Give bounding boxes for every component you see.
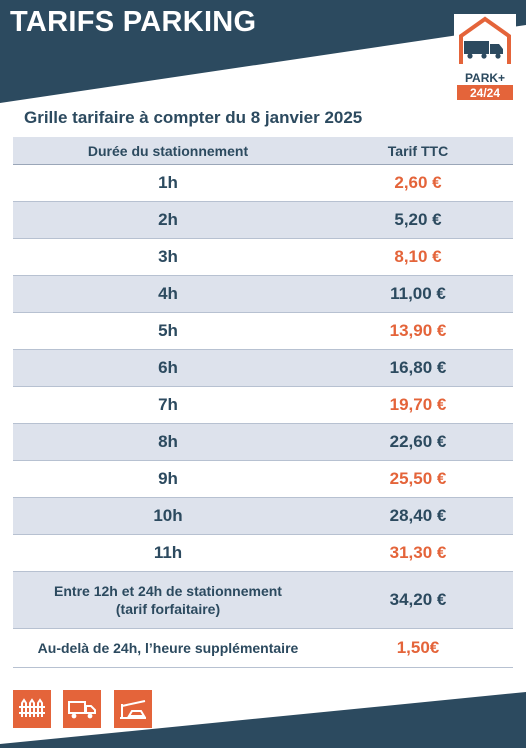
- duration-cell: 1h: [13, 164, 323, 202]
- table-row: 11h 31,30 €: [13, 534, 513, 572]
- forfait-duration-cell: Entre 12h et 24h de stationnement (tarif…: [13, 571, 323, 629]
- price-cell: 19,70 €: [323, 386, 513, 424]
- forfait-row: Entre 12h et 24h de stationnement (tarif…: [13, 571, 513, 629]
- price-cell: 31,30 €: [323, 534, 513, 572]
- table-row: 3h 8,10 €: [13, 238, 513, 276]
- table-header-row: Durée du stationnement Tarif TTC: [13, 137, 513, 165]
- price-cell: 5,20 €: [323, 201, 513, 239]
- fence-icon: [13, 690, 51, 728]
- duration-cell: 6h: [13, 349, 323, 387]
- extra-price-cell: 1,50€: [323, 628, 513, 668]
- duration-cell: 8h: [13, 423, 323, 461]
- table-row: 10h 28,40 €: [13, 497, 513, 535]
- table-row: 2h 5,20 €: [13, 201, 513, 239]
- logo-text-top: PARK+: [465, 71, 505, 85]
- duration-cell: 7h: [13, 386, 323, 424]
- tariff-table: Durée du stationnement Tarif TTC 1h 2,60…: [13, 137, 513, 668]
- duration-cell: 5h: [13, 312, 323, 350]
- park-logo: PARK+ 24/24: [454, 14, 516, 102]
- barrier-icon: [114, 690, 152, 728]
- duration-cell: 2h: [13, 201, 323, 239]
- logo-text-bottom: 24/24: [470, 86, 500, 100]
- page-title: TARIFS PARKING: [10, 6, 257, 38]
- table-row: 8h 22,60 €: [13, 423, 513, 461]
- extra-hour-row: Au-delà de 24h, l’heure supplémentaire 1…: [13, 628, 513, 668]
- price-cell: 13,90 €: [323, 312, 513, 350]
- price-cell: 11,00 €: [323, 275, 513, 313]
- duration-cell: 3h: [13, 238, 323, 276]
- duration-cell: 10h: [13, 497, 323, 535]
- duration-cell: 11h: [13, 534, 323, 572]
- price-cell: 28,40 €: [323, 497, 513, 535]
- table-row: 6h 16,80 €: [13, 349, 513, 387]
- duration-cell: 9h: [13, 460, 323, 498]
- table-row: 5h 13,90 €: [13, 312, 513, 350]
- price-column-header: Tarif TTC: [323, 137, 513, 165]
- table-row: 7h 19,70 €: [13, 386, 513, 424]
- price-cell: 16,80 €: [323, 349, 513, 387]
- price-cell: 22,60 €: [323, 423, 513, 461]
- table-row: 1h 2,60 €: [13, 164, 513, 202]
- table-row: 9h 25,50 €: [13, 460, 513, 498]
- truck-icon: [63, 690, 101, 728]
- forfait-line-2: (tarif forfaitaire): [115, 601, 221, 617]
- duration-column-header: Durée du stationnement: [13, 137, 323, 165]
- table-row: 4h 11,00 €: [13, 275, 513, 313]
- forfait-line-1: Entre 12h et 24h de stationnement: [54, 583, 282, 599]
- price-cell: 25,50 €: [323, 460, 513, 498]
- duration-cell: 4h: [13, 275, 323, 313]
- extra-duration-cell: Au-delà de 24h, l’heure supplémentaire: [13, 628, 323, 668]
- forfait-price-cell: 34,20 €: [323, 571, 513, 629]
- header-band: [0, 0, 526, 103]
- tariff-subtitle: Grille tarifaire à compter du 8 janvier …: [24, 108, 363, 127]
- price-cell: 8,10 €: [323, 238, 513, 276]
- price-cell: 2,60 €: [323, 164, 513, 202]
